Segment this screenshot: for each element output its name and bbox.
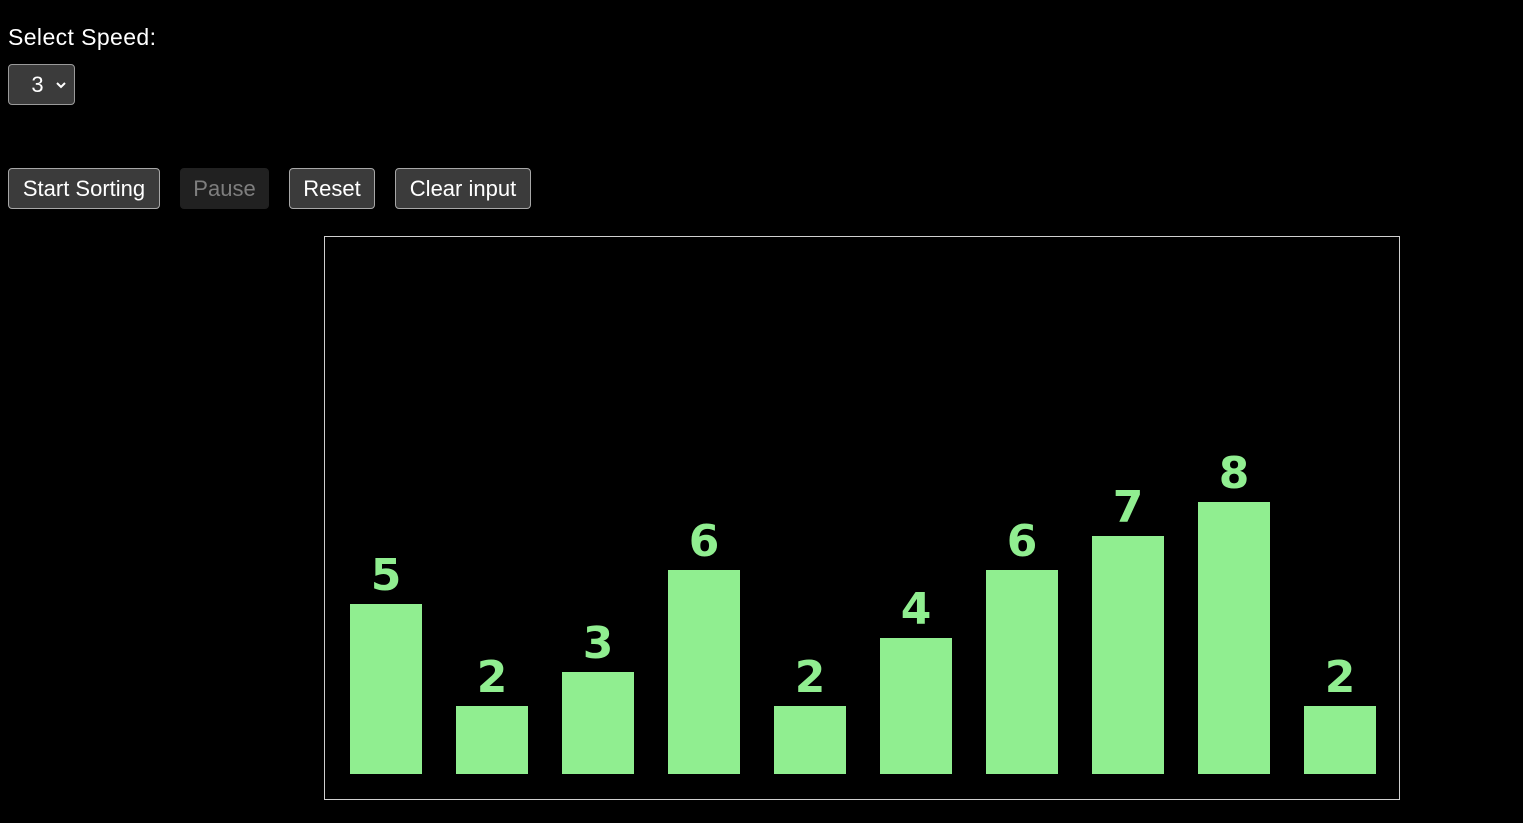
bar bbox=[1198, 502, 1270, 774]
bar-value-label: 2 bbox=[1325, 652, 1356, 703]
bar-value-label: 5 bbox=[371, 550, 402, 601]
bar-chart-canvas: 5 2 3 6 2 4 6 7 8 2 bbox=[324, 236, 1400, 800]
clear-input-button[interactable]: Clear input bbox=[395, 168, 531, 209]
bar-value-label: 3 bbox=[583, 618, 614, 669]
bar bbox=[986, 570, 1058, 774]
bar-value-label: 6 bbox=[1007, 516, 1038, 567]
speed-label: Select Speed: bbox=[8, 24, 157, 50]
bar bbox=[880, 638, 952, 774]
pause-button[interactable]: Pause bbox=[180, 168, 269, 209]
bar bbox=[774, 706, 846, 774]
bar-value-label: 2 bbox=[795, 652, 826, 703]
bar bbox=[456, 706, 528, 774]
bar bbox=[1092, 536, 1164, 774]
bar-chart: 5 2 3 6 2 4 6 7 8 2 bbox=[350, 448, 1376, 774]
reset-button[interactable]: Reset bbox=[289, 168, 375, 209]
bar-value-label: 8 bbox=[1219, 448, 1250, 499]
bar-value-label: 7 bbox=[1113, 482, 1144, 533]
bar-value-label: 4 bbox=[901, 584, 932, 635]
speed-select-value: 3 bbox=[31, 71, 44, 97]
chevron-down-icon bbox=[56, 82, 66, 89]
speed-select[interactable]: 3 bbox=[8, 64, 75, 105]
bar-value-label: 6 bbox=[689, 516, 720, 567]
bar-value-label: 2 bbox=[477, 652, 508, 703]
start-sorting-button[interactable]: Start Sorting bbox=[8, 168, 160, 209]
bar bbox=[668, 570, 740, 774]
bar bbox=[1304, 706, 1376, 774]
bar bbox=[350, 604, 422, 774]
bar bbox=[562, 672, 634, 774]
